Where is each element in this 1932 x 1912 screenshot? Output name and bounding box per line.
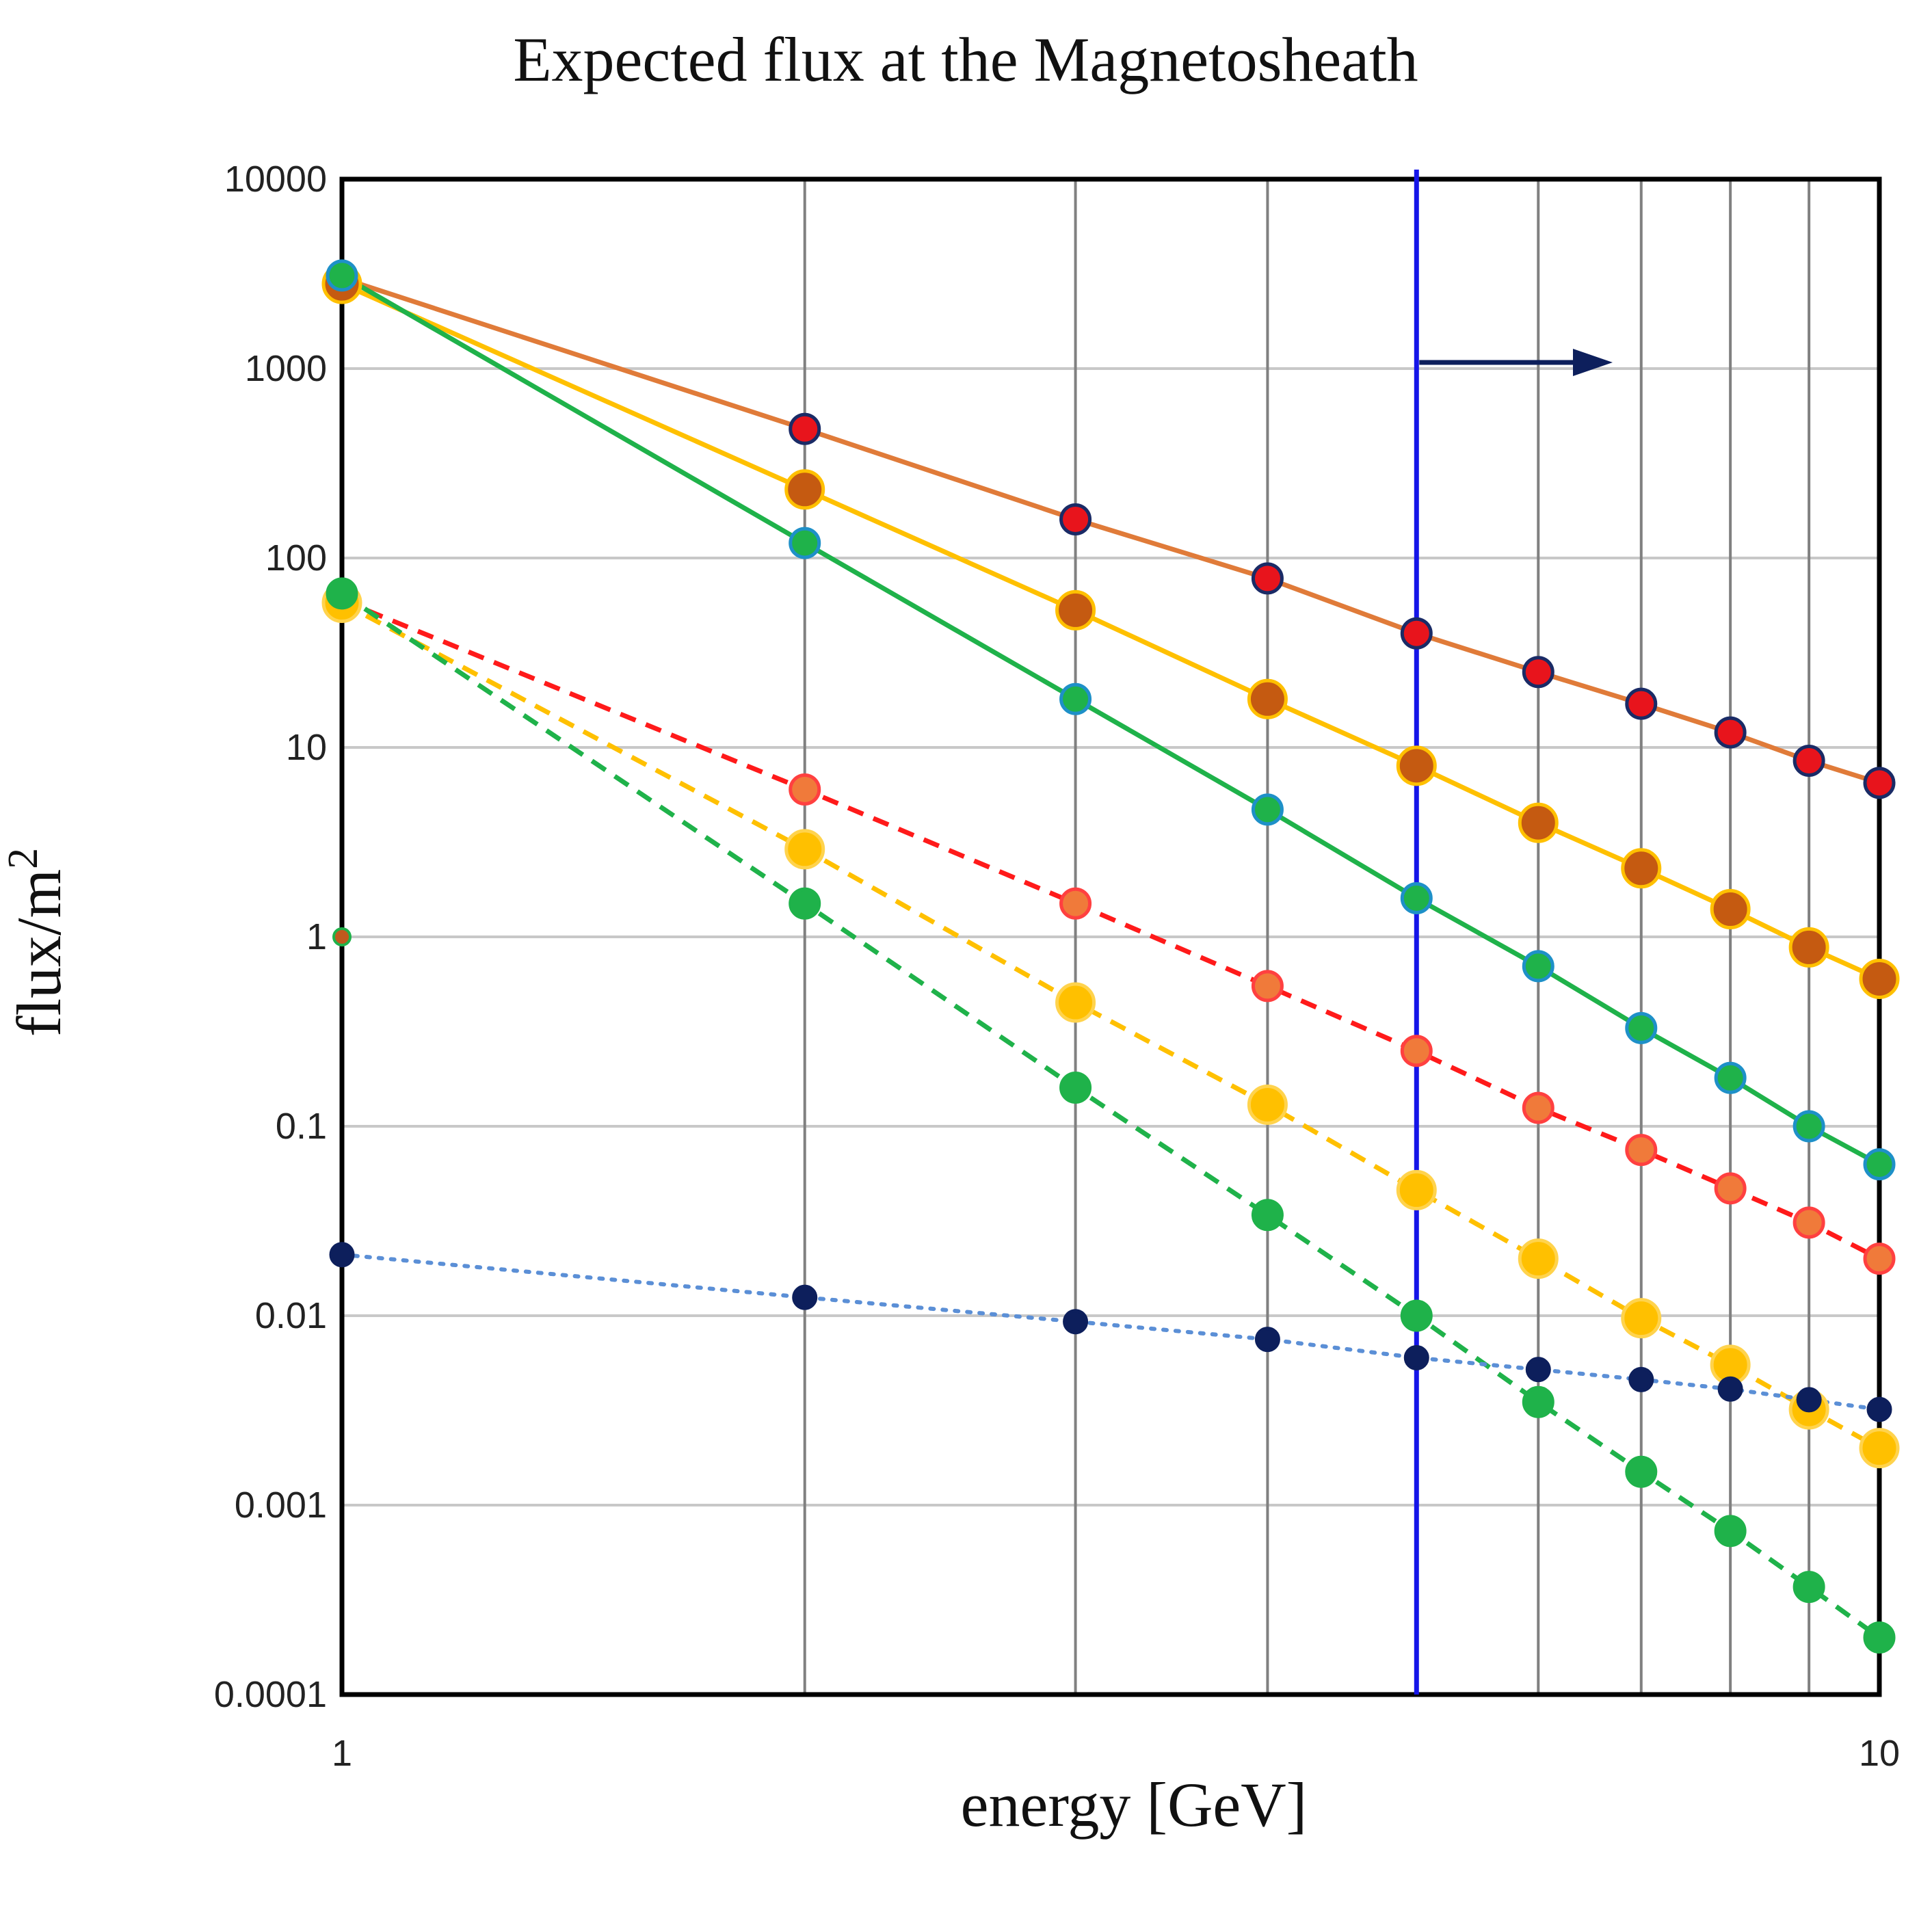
data-point xyxy=(1251,562,1284,595)
data-point xyxy=(1525,1357,1551,1383)
data-point xyxy=(1400,1035,1433,1067)
data-point xyxy=(1522,950,1554,983)
data-point xyxy=(789,773,821,806)
data-point xyxy=(1247,678,1288,719)
y-axis-label: flux/m2 xyxy=(0,848,74,1037)
data-point xyxy=(1403,1344,1429,1370)
threshold-marker xyxy=(1414,170,1613,1695)
y-tick-label: 1 xyxy=(306,916,327,957)
data-point xyxy=(1059,887,1092,920)
y-tick-label: 0.1 xyxy=(276,1106,327,1147)
data-point xyxy=(1059,1071,1092,1104)
data-point xyxy=(1396,1169,1437,1210)
data-point xyxy=(1792,1571,1825,1604)
data-point xyxy=(1522,1091,1554,1124)
data-point xyxy=(1710,889,1751,930)
threshold-arrow-head xyxy=(1573,349,1613,376)
data-point xyxy=(1251,793,1284,826)
data-point xyxy=(1055,982,1096,1023)
data-point xyxy=(1621,1298,1662,1339)
data-point xyxy=(789,412,821,445)
y-tick-label: 0.0001 xyxy=(214,1674,327,1715)
data-point xyxy=(1251,1199,1284,1232)
x-tick-label: 1 xyxy=(332,1733,352,1774)
data-point xyxy=(1792,745,1825,778)
y-axis-label-superscript: 2 xyxy=(0,848,47,869)
data-point xyxy=(1866,1396,1892,1422)
data-point xyxy=(1247,1084,1288,1125)
series-markers xyxy=(321,259,1900,1654)
data-point xyxy=(1059,682,1092,715)
x-axis-label: energy [GeV] xyxy=(961,1770,1308,1840)
data-point xyxy=(1714,1172,1747,1205)
y-tick-label: 0.001 xyxy=(235,1485,327,1526)
y-tick-labels: 10000 1000 100 10 1 0.1 0.01 0.001 0.0001 xyxy=(214,159,327,1715)
data-point xyxy=(1792,1206,1825,1239)
data-point xyxy=(1518,1238,1559,1279)
data-point xyxy=(1863,1243,1896,1275)
data-point xyxy=(1628,1366,1654,1392)
data-point xyxy=(1518,802,1559,843)
data-point xyxy=(1522,1385,1554,1418)
data-point xyxy=(1625,687,1658,720)
data-point xyxy=(1251,970,1284,1003)
data-point xyxy=(1717,1376,1743,1402)
data-point xyxy=(1625,1134,1658,1167)
data-point xyxy=(326,259,358,292)
plot-area xyxy=(321,170,1900,1697)
data-point xyxy=(1625,1455,1658,1488)
y-tick-label: 1000 xyxy=(245,348,327,389)
data-point xyxy=(1863,1621,1896,1654)
x-tick-labels: 1 10 xyxy=(332,1733,1900,1774)
y-tick-label: 100 xyxy=(265,537,327,579)
data-point xyxy=(1859,1428,1900,1469)
data-point xyxy=(329,1242,355,1268)
data-point xyxy=(1714,1061,1747,1094)
data-point xyxy=(1055,589,1096,630)
data-point xyxy=(784,469,825,510)
y-axis-label-base: flux/m xyxy=(4,869,74,1037)
data-point xyxy=(792,1284,818,1310)
data-point xyxy=(1396,745,1437,786)
x-gridlines xyxy=(803,179,1811,1695)
data-point xyxy=(1714,716,1747,749)
data-point xyxy=(1863,767,1896,799)
data-point xyxy=(1254,1327,1280,1353)
series-line xyxy=(339,276,1882,786)
data-point xyxy=(1714,1515,1747,1548)
data-point xyxy=(1863,1148,1896,1181)
y-tick-label: 10000 xyxy=(224,159,327,200)
data-point xyxy=(1522,656,1554,689)
chart-title: Expected flux at the Magnetosheath xyxy=(513,25,1418,94)
series-line xyxy=(339,273,1882,1167)
x-tick-label: 10 xyxy=(1859,1733,1900,1774)
data-point xyxy=(332,927,352,946)
series-line xyxy=(339,281,1882,981)
y-tick-label: 0.01 xyxy=(255,1295,327,1336)
series-line xyxy=(341,600,1881,1450)
data-point xyxy=(1063,1309,1089,1335)
data-point xyxy=(789,527,821,559)
data-point xyxy=(784,829,825,870)
data-point xyxy=(1400,881,1433,914)
series-line xyxy=(341,598,1881,1261)
data-point xyxy=(1792,1110,1825,1143)
data-point xyxy=(326,577,358,610)
data-point xyxy=(1625,1011,1658,1044)
data-point xyxy=(1059,503,1092,535)
series-lines xyxy=(339,273,1882,1640)
data-point xyxy=(789,887,821,920)
data-point xyxy=(1621,848,1662,889)
data-point xyxy=(1400,617,1433,650)
data-point xyxy=(1796,1387,1822,1413)
data-point xyxy=(1859,958,1900,999)
data-point xyxy=(1788,927,1829,968)
data-point xyxy=(1400,1299,1433,1332)
y-tick-label: 10 xyxy=(286,727,327,768)
series-line xyxy=(341,591,1881,1640)
